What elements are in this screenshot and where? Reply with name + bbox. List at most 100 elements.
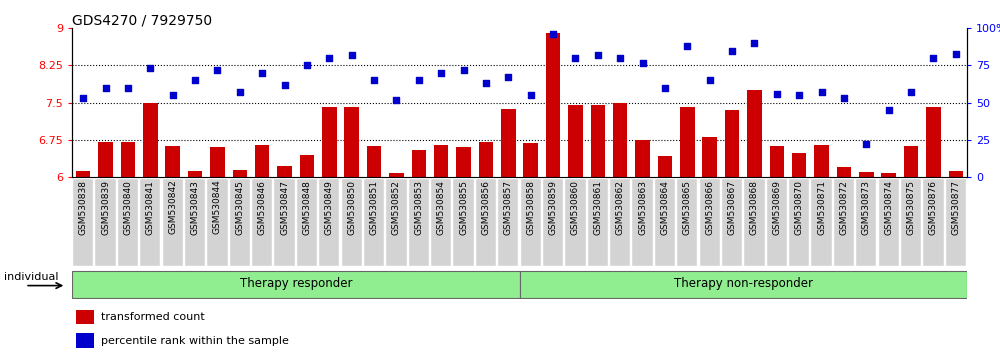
Text: GSM530867: GSM530867 [728,180,737,235]
Bar [949,171,963,177]
Text: GSM530855: GSM530855 [459,180,468,235]
FancyBboxPatch shape [655,179,675,266]
Bar [412,150,426,177]
Bar [121,142,135,177]
Text: GSM530844: GSM530844 [213,180,222,234]
Text: GSM530869: GSM530869 [772,180,781,235]
Bar [322,107,337,177]
FancyBboxPatch shape [834,179,854,266]
FancyBboxPatch shape [565,179,586,266]
Point [523,92,539,98]
FancyBboxPatch shape [543,179,563,266]
FancyBboxPatch shape [610,179,630,266]
FancyBboxPatch shape [700,179,720,266]
Text: individual: individual [4,272,58,281]
Point [635,60,651,65]
Bar [143,103,158,177]
Bar [904,146,918,177]
FancyBboxPatch shape [95,179,116,266]
Text: GSM530849: GSM530849 [325,180,334,235]
FancyBboxPatch shape [163,179,183,266]
FancyBboxPatch shape [901,179,921,266]
Point [299,63,315,68]
Point [75,95,91,101]
Bar [210,147,225,177]
FancyBboxPatch shape [386,179,407,266]
Point [500,75,516,80]
Text: GSM530843: GSM530843 [191,180,200,235]
Text: GSM530860: GSM530860 [571,180,580,235]
Bar [344,107,359,177]
Text: GSM530873: GSM530873 [862,180,871,235]
Bar [658,156,672,177]
Point [165,92,181,98]
Point [478,80,494,86]
FancyBboxPatch shape [185,179,205,266]
Bar [770,146,784,177]
Text: GSM530857: GSM530857 [504,180,513,235]
Point [232,90,248,95]
FancyBboxPatch shape [453,179,474,266]
FancyBboxPatch shape [520,270,967,298]
FancyBboxPatch shape [274,179,295,266]
FancyBboxPatch shape [923,179,944,266]
FancyBboxPatch shape [588,179,608,266]
Point [120,85,136,91]
Bar [233,170,247,177]
Bar [680,107,695,177]
FancyBboxPatch shape [207,179,228,266]
Bar [725,110,739,177]
Text: GSM530847: GSM530847 [280,180,289,235]
Bar [747,90,762,177]
FancyBboxPatch shape [252,179,272,266]
Point [702,78,718,83]
Text: GSM530846: GSM530846 [258,180,267,235]
Bar [814,145,829,177]
Point [366,78,382,83]
Point [545,32,561,37]
Bar [389,173,404,177]
Bar [859,172,874,177]
Bar [165,146,180,177]
FancyBboxPatch shape [118,179,138,266]
Text: GSM530840: GSM530840 [123,180,132,235]
Bar [479,142,493,177]
Text: GSM530852: GSM530852 [392,180,401,235]
Text: GSM530841: GSM530841 [146,180,155,235]
Text: GSM530866: GSM530866 [705,180,714,235]
FancyBboxPatch shape [811,179,832,266]
Text: percentile rank within the sample: percentile rank within the sample [101,336,289,346]
Bar [434,145,448,177]
Text: GSM530838: GSM530838 [79,180,88,235]
Point [612,55,628,61]
Point [903,90,919,95]
FancyBboxPatch shape [632,179,653,266]
FancyBboxPatch shape [72,270,520,298]
Text: transformed count: transformed count [101,312,204,322]
Point [411,78,427,83]
Text: GSM530862: GSM530862 [616,180,625,235]
Text: GSM530845: GSM530845 [235,180,244,235]
FancyBboxPatch shape [476,179,496,266]
FancyBboxPatch shape [364,179,384,266]
Text: GSM530875: GSM530875 [907,180,916,235]
FancyBboxPatch shape [521,179,541,266]
Point [98,85,114,91]
Bar [568,105,583,177]
FancyBboxPatch shape [767,179,787,266]
Bar [501,109,516,177]
Bar [546,33,560,177]
FancyBboxPatch shape [789,179,809,266]
Bar [188,171,202,177]
Point [858,142,874,147]
Text: GSM530868: GSM530868 [750,180,759,235]
Text: GSM530877: GSM530877 [951,180,960,235]
Point [590,52,606,58]
Text: GDS4270 / 7929750: GDS4270 / 7929750 [72,13,212,27]
Point [679,43,695,49]
FancyBboxPatch shape [342,179,362,266]
Bar [76,171,90,177]
Text: GSM530858: GSM530858 [526,180,535,235]
Text: GSM530848: GSM530848 [302,180,311,235]
Text: GSM530850: GSM530850 [347,180,356,235]
